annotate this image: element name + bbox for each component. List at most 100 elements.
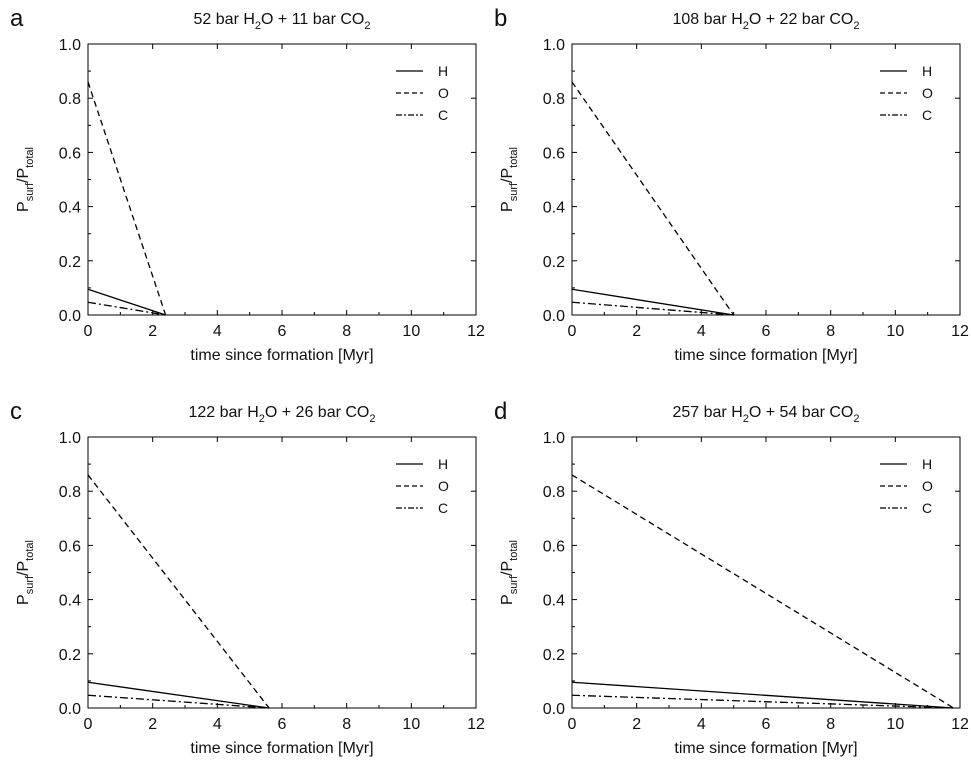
title-subscript: 2 [743, 413, 749, 425]
x-tick-label: 10 [886, 716, 904, 733]
y-label-subscript: total [508, 540, 520, 561]
title-part: O + 11 bar CO [261, 11, 364, 28]
title-part: O + 54 bar CO [749, 404, 854, 421]
chart-title: 122 bar H2O + 26 bar CO2 [188, 404, 375, 425]
y-tick-label: 0.2 [59, 254, 81, 271]
y-tick-label: 0.6 [59, 145, 81, 162]
y-label-part: P [499, 594, 516, 605]
title-subscript: 2 [853, 20, 859, 32]
x-tick-label: 6 [278, 323, 287, 340]
y-tick-label: 0.8 [543, 484, 565, 501]
y-tick-label: 0.0 [543, 308, 565, 325]
legend-label-H: H [922, 456, 932, 472]
x-tick-label: 12 [951, 323, 969, 340]
series-line-H [571, 681, 954, 709]
x-tick-label: 0 [84, 716, 93, 733]
panel-letter: a [10, 5, 24, 32]
y-label-part: P [15, 594, 32, 605]
plot-frame [571, 43, 961, 316]
x-tick-label: 12 [467, 716, 485, 733]
x-tick-label: 8 [342, 716, 351, 733]
y-label-part: /P [499, 561, 516, 576]
y-axis-label: Psurf/Ptotal [15, 540, 36, 605]
y-tick-label: 0.6 [543, 538, 565, 555]
chart-title: 108 bar H2O + 22 bar CO2 [672, 11, 859, 32]
series-line-C [571, 694, 954, 709]
y-axis-label: Psurf/Ptotal [499, 540, 520, 605]
title-subscript: 2 [364, 20, 370, 32]
y-label-part: P [499, 201, 516, 212]
x-tick-label: 2 [148, 323, 157, 340]
title-subscript: 2 [259, 413, 265, 425]
y-tick-label: 0.8 [59, 91, 81, 108]
y-tick-label: 0.4 [59, 200, 81, 217]
x-tick-label: 12 [467, 323, 485, 340]
legend-label-C: C [438, 500, 448, 516]
x-tick-label: 10 [402, 716, 420, 733]
x-tick-label: 2 [632, 323, 641, 340]
series-line-C [87, 694, 270, 709]
y-axis-label: Psurf/Ptotal [15, 147, 36, 212]
title-part: 122 bar H [188, 404, 258, 421]
y-tick-label: 1.0 [543, 430, 565, 447]
y-tick-label: 0.2 [543, 254, 565, 271]
series-line-O [87, 474, 270, 709]
x-tick-label: 6 [278, 716, 287, 733]
y-tick-label: 0.6 [59, 538, 81, 555]
title-subscript: 2 [853, 413, 859, 425]
series-line-O [571, 474, 954, 709]
legend-label-O: O [922, 478, 933, 494]
legend-label-H: H [922, 63, 932, 79]
y-label-subscript: total [508, 147, 520, 168]
y-tick-label: 0.6 [543, 145, 565, 162]
y-label-subscript: total [24, 147, 36, 168]
panel-letter: b [494, 5, 507, 32]
y-tick-label: 0.2 [59, 647, 81, 664]
x-tick-label: 8 [826, 716, 835, 733]
x-tick-label: 0 [568, 323, 577, 340]
series-line-H [571, 288, 734, 316]
x-tick-label: 2 [148, 716, 157, 733]
y-tick-label: 1.0 [59, 430, 81, 447]
title-subscript: 2 [743, 20, 749, 32]
y-tick-label: 0.8 [59, 484, 81, 501]
title-part: 108 bar H [672, 11, 742, 28]
y-axis-label: Psurf/Ptotal [499, 147, 520, 212]
y-tick-label: 0.4 [59, 593, 81, 610]
legend-label-O: O [922, 85, 933, 101]
title-part: 257 bar H [672, 404, 742, 421]
x-tick-label: 4 [213, 323, 222, 340]
series-line-O [87, 81, 167, 316]
x-axis-label: time since formation [Myr] [190, 740, 373, 757]
y-label-subscript: surf [508, 575, 520, 594]
x-tick-label: 10 [402, 323, 420, 340]
x-tick-label: 10 [886, 323, 904, 340]
y-tick-label: 0.0 [59, 308, 81, 325]
plot-frame [87, 43, 477, 316]
y-tick-label: 0.0 [543, 701, 565, 718]
y-label-subscript: surf [24, 182, 36, 201]
y-label-subscript: surf [24, 575, 36, 594]
series-line-C [87, 301, 166, 316]
title-part: O + 22 bar CO [749, 11, 854, 28]
plot-frame [571, 436, 961, 709]
title-subscript: 2 [255, 20, 261, 32]
y-label-part: /P [15, 561, 32, 576]
series-line-O [571, 81, 735, 316]
plot-frame [87, 436, 477, 709]
y-label-part: /P [15, 168, 32, 183]
x-axis-label: time since formation [Myr] [674, 740, 857, 757]
x-tick-label: 6 [762, 323, 771, 340]
legend-label-O: O [438, 478, 449, 494]
title-subscript: 2 [369, 413, 375, 425]
x-tick-label: 8 [826, 323, 835, 340]
y-tick-label: 0.2 [543, 647, 565, 664]
title-part: O + 26 bar CO [265, 404, 370, 421]
x-tick-label: 2 [632, 716, 641, 733]
title-part: 52 bar H [194, 11, 255, 28]
x-tick-label: 0 [84, 323, 93, 340]
x-tick-label: 4 [697, 323, 706, 340]
